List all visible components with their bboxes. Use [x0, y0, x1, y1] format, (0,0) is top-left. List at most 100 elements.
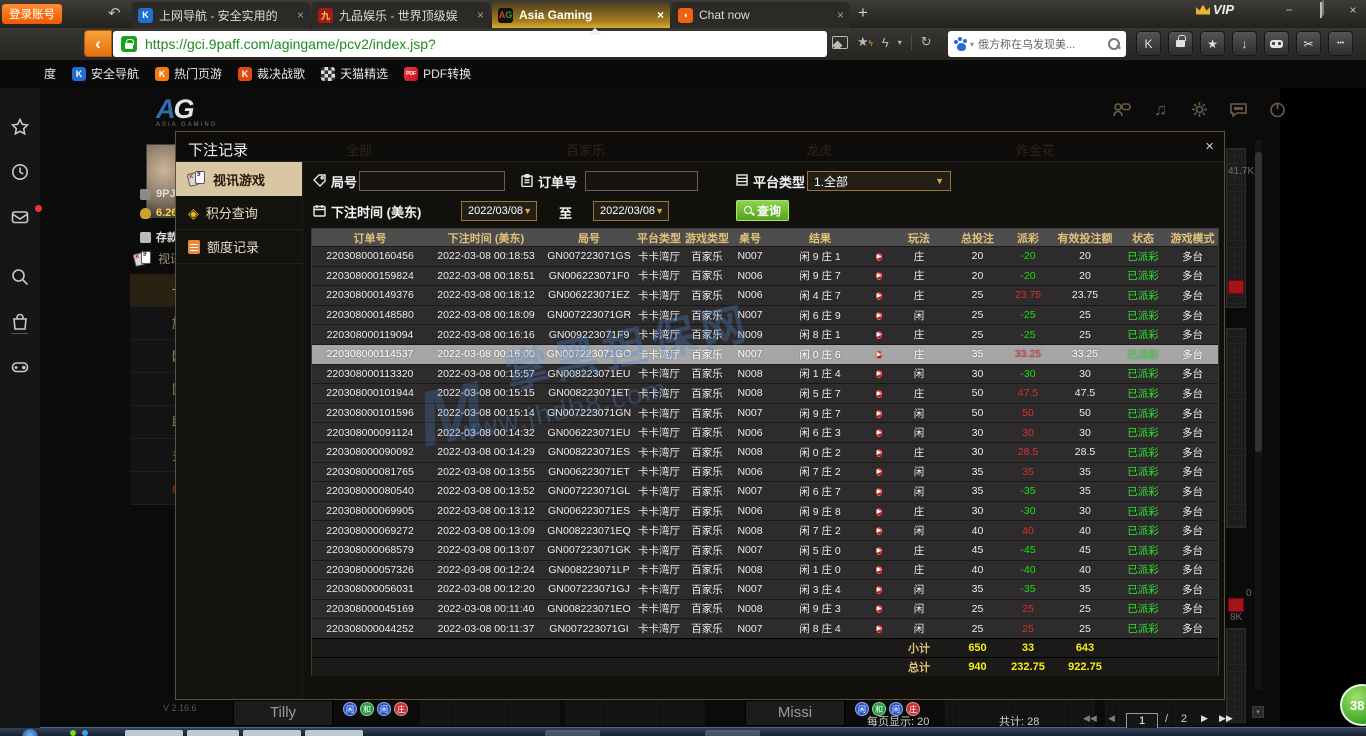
result-play-icon[interactable]: ▶	[875, 272, 883, 281]
page-scrollbar[interactable]	[1255, 140, 1262, 690]
browser-tab[interactable]: ◖ Chat now ×	[672, 2, 850, 28]
address-bar[interactable]: https://gci.9paff.com/agingame/pcv2/inde…	[113, 31, 827, 57]
deposit-button[interactable]: 存款	[140, 229, 178, 245]
result-play-icon[interactable]: ▶	[875, 252, 883, 261]
table-row[interactable]: 220308000114537 2022-03-08 00:16:00 GN0072…	[312, 343, 1218, 364]
result-play-icon[interactable]: ▶	[875, 585, 883, 594]
app-store-icon[interactable]	[11, 313, 29, 331]
search-input[interactable]: 俄方称在乌发现美...	[978, 39, 1076, 51]
browser-tab[interactable]: K 上网导航 - 安全实用的 ×	[132, 2, 310, 28]
inbox-icon[interactable]	[11, 205, 42, 226]
date-to-select[interactable]: 2022/03/08 ▼	[593, 201, 669, 221]
back-button[interactable]: ‹	[84, 30, 112, 57]
result-play-icon[interactable]: ▶	[875, 291, 883, 300]
start-orb[interactable]	[22, 729, 38, 736]
taskbar-button[interactable]	[305, 730, 363, 736]
table-row[interactable]: 220308000160456 2022-03-08 00:18:53 GN0072…	[312, 246, 1218, 266]
result-play-icon[interactable]: ▶	[875, 605, 883, 614]
url-text[interactable]: https://gci.9paff.com/agingame/pcv2/inde…	[145, 36, 436, 52]
result-play-icon[interactable]: ▶	[875, 350, 883, 359]
gamepad-button[interactable]	[1264, 31, 1289, 56]
table-row[interactable]: 220308000091124 2022-03-08 00:14:32 GN0062…	[312, 422, 1218, 442]
table-row[interactable]: 220308000069905 2022-03-08 00:13:12 GN0062…	[312, 500, 1218, 521]
lock-button[interactable]	[1168, 31, 1193, 56]
speed-badge[interactable]: 38	[1340, 684, 1366, 726]
scissors-button[interactable]: ✂	[1296, 31, 1321, 56]
result-play-icon[interactable]: ▶	[875, 566, 883, 575]
taskbar-button[interactable]	[705, 730, 760, 736]
bookmark-item[interactable]: K 裁决战歌	[238, 65, 305, 82]
settings-gear-icon[interactable]	[1190, 100, 1209, 119]
bookmark-item[interactable]: K 安全导航	[72, 65, 139, 82]
result-play-icon[interactable]: ▶	[875, 625, 883, 634]
table-row[interactable]: 220308000080540 2022-03-08 00:13:52 GN0072…	[312, 481, 1218, 501]
music-icon[interactable]: ♫	[1154, 100, 1167, 119]
bookmark-item[interactable]: 度	[44, 65, 56, 82]
restore-button[interactable]	[1312, 1, 1330, 18]
prev-page-icon[interactable]: ◀	[1108, 713, 1115, 723]
first-page-icon[interactable]: ◀◀	[1083, 713, 1097, 723]
star-bolt-icon[interactable]: ★ϟ	[857, 34, 873, 49]
bolt-icon[interactable]: ϟ	[881, 34, 889, 50]
result-play-icon[interactable]: ▶	[875, 468, 883, 477]
star-button[interactable]: ★	[1200, 31, 1225, 56]
bookmark-item[interactable]: PDF PDF转换	[404, 65, 471, 82]
table-row[interactable]: 220308000101596 2022-03-08 00:15:14 GN0072…	[312, 402, 1218, 423]
query-button[interactable]: 查询	[736, 200, 790, 221]
order-input[interactable]	[585, 171, 698, 191]
taskbar-button[interactable]	[125, 730, 183, 736]
modal-tab-视讯游戏[interactable]: 视讯游戏	[176, 162, 302, 196]
search-sidebar-icon[interactable]	[11, 268, 29, 286]
favorites-icon[interactable]	[10, 117, 30, 136]
power-icon[interactable]	[1268, 100, 1287, 119]
minimize-button[interactable]: −	[1285, 2, 1293, 17]
tab-close-icon[interactable]: ×	[296, 8, 304, 22]
tab-close-icon[interactable]: ×	[476, 8, 484, 22]
table-row[interactable]: 220308000044252 2022-03-08 00:11:37 GN0072…	[312, 618, 1218, 638]
new-tab-button[interactable]: +	[858, 3, 868, 22]
taskbar-button[interactable]	[243, 730, 301, 736]
platform-select[interactable]: 1.全部 ▼	[807, 171, 951, 191]
browser-tab[interactable]: 九九品娱乐 - 世界顶级娱 ×	[312, 2, 490, 28]
tab-close-icon[interactable]: ×	[836, 8, 844, 22]
tab-close-icon[interactable]: ×	[656, 8, 664, 22]
history-icon[interactable]	[11, 163, 29, 181]
search-engine-caret[interactable]: ▾	[970, 39, 975, 49]
result-play-icon[interactable]: ▶	[875, 331, 883, 340]
result-play-icon[interactable]: ▶	[875, 311, 883, 320]
image-icon[interactable]	[832, 35, 848, 49]
table-row[interactable]: 220308000101944 2022-03-08 00:15:15 GN0082…	[312, 383, 1218, 403]
round-input[interactable]	[359, 171, 505, 191]
windows-taskbar[interactable]	[0, 727, 1366, 736]
result-play-icon[interactable]: ▶	[875, 429, 883, 438]
liebao-k-button[interactable]: K	[1136, 31, 1161, 56]
page-number-input[interactable]: 1	[1126, 713, 1158, 728]
bookmark-item[interactable]: K 热门页游	[155, 65, 222, 82]
table-row[interactable]: 220308000148580 2022-03-08 00:18:09 GN0072…	[312, 304, 1218, 325]
table-row[interactable]: 220308000113320 2022-03-08 00:15:57 GN0082…	[312, 363, 1218, 384]
result-play-icon[interactable]: ▶	[875, 370, 883, 379]
result-play-icon[interactable]: ▶	[875, 527, 883, 536]
scroll-down-button[interactable]: ▾	[1252, 706, 1264, 718]
games-icon[interactable]	[11, 358, 29, 376]
more-button[interactable]: •••	[1328, 31, 1353, 56]
result-play-icon[interactable]: ▶	[875, 389, 883, 398]
last-page-icon[interactable]: ▶▶	[1219, 713, 1233, 723]
table-row[interactable]: 220308000159824 2022-03-08 00:18:51 GN0062…	[312, 265, 1218, 286]
result-play-icon[interactable]: ▶	[875, 448, 883, 457]
search-icon[interactable]	[1108, 38, 1120, 50]
login-account-badge[interactable]: 登录账号	[2, 4, 62, 24]
modal-tab-额度记录[interactable]: 额度记录	[176, 230, 302, 264]
ag-logo[interactable]: AG ASIA GAMING	[156, 94, 218, 128]
result-play-icon[interactable]: ▶	[875, 487, 883, 496]
result-play-icon[interactable]: ▶	[875, 409, 883, 418]
taskbar-button[interactable]	[545, 730, 600, 736]
table-row[interactable]: 220308000057326 2022-03-08 00:12:24 GN0082…	[312, 559, 1218, 580]
date-from-select[interactable]: 2022/03/08 ▼	[461, 201, 537, 221]
table-row[interactable]: 220308000045169 2022-03-08 00:11:40 GN0082…	[312, 598, 1218, 619]
table-row[interactable]: 220308000068579 2022-03-08 00:13:07 GN0072…	[312, 539, 1218, 560]
result-play-icon[interactable]: ▶	[875, 546, 883, 555]
add-sidebar-icon[interactable]: +	[9, 730, 22, 736]
table-row[interactable]: 220308000056031 2022-03-08 00:12:20 GN0072…	[312, 579, 1218, 599]
table-row[interactable]: 220308000081765 2022-03-08 00:13:55 GN0062…	[312, 461, 1218, 482]
